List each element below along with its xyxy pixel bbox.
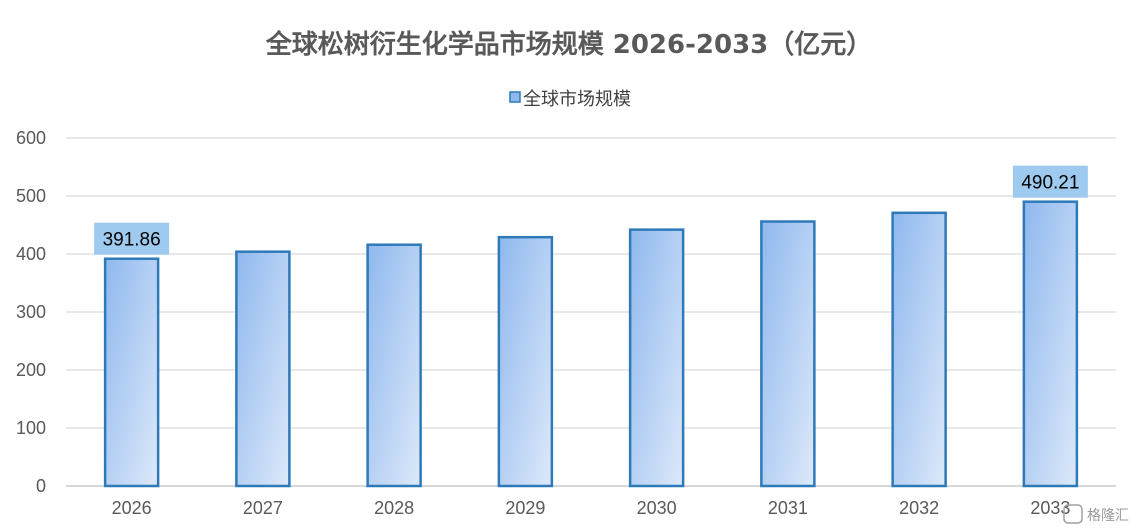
x-tick-label: 2029 — [505, 498, 545, 518]
x-tick-label: 2028 — [374, 498, 414, 518]
data-label-box — [94, 222, 170, 255]
x-tick-label: 2030 — [637, 498, 677, 518]
chart-title: 全球松树衍生化学品市场规模 2026-2033（亿元） — [265, 29, 873, 60]
watermark-logo-icon — [1063, 504, 1083, 524]
watermark: 格隆汇 — [1063, 504, 1129, 524]
y-tick-label: 600 — [16, 128, 46, 148]
data-label: 391.86 — [103, 230, 161, 251]
legend-swatch — [509, 91, 521, 103]
x-tick-label: 2031 — [768, 498, 808, 518]
y-axis-ticks: 0 100 200 300 400 500 600 — [16, 128, 46, 496]
y-tick-label: 400 — [16, 244, 46, 264]
data-label: 490.21 — [1021, 173, 1079, 194]
legend-label: 全球市场规模 — [523, 89, 631, 110]
bar-2029 — [497, 235, 554, 488]
bar-2030 — [628, 228, 685, 488]
data-labels: 391.86 490.21 — [94, 165, 1088, 255]
y-tick-label: 200 — [16, 360, 46, 380]
y-tick-label: 300 — [16, 302, 46, 322]
y-tick-label: 500 — [16, 186, 46, 206]
y-tick-label: 0 — [36, 476, 46, 496]
x-axis-ticks: 2026 2027 2028 2029 2030 2031 2032 2033 — [112, 498, 1071, 518]
x-tick-label: 2033 — [1030, 498, 1070, 518]
bar-2031 — [760, 220, 816, 488]
gridlines — [66, 137, 1116, 487]
x-tick-label: 2026 — [112, 498, 152, 518]
bar-2027 — [235, 250, 291, 488]
watermark-text: 格隆汇 — [1087, 508, 1129, 524]
bar-2032 — [891, 211, 947, 488]
y-tick-label: 100 — [16, 418, 46, 438]
bars — [103, 200, 1079, 488]
data-label-box — [1012, 165, 1088, 198]
x-tick-label: 2027 — [243, 498, 283, 518]
legend: 全球市场规模 — [509, 89, 631, 110]
bar-2028 — [366, 243, 422, 488]
x-tick-label: 2032 — [899, 498, 939, 518]
bar-2026 — [103, 257, 160, 488]
bar-2033 — [1022, 200, 1079, 488]
